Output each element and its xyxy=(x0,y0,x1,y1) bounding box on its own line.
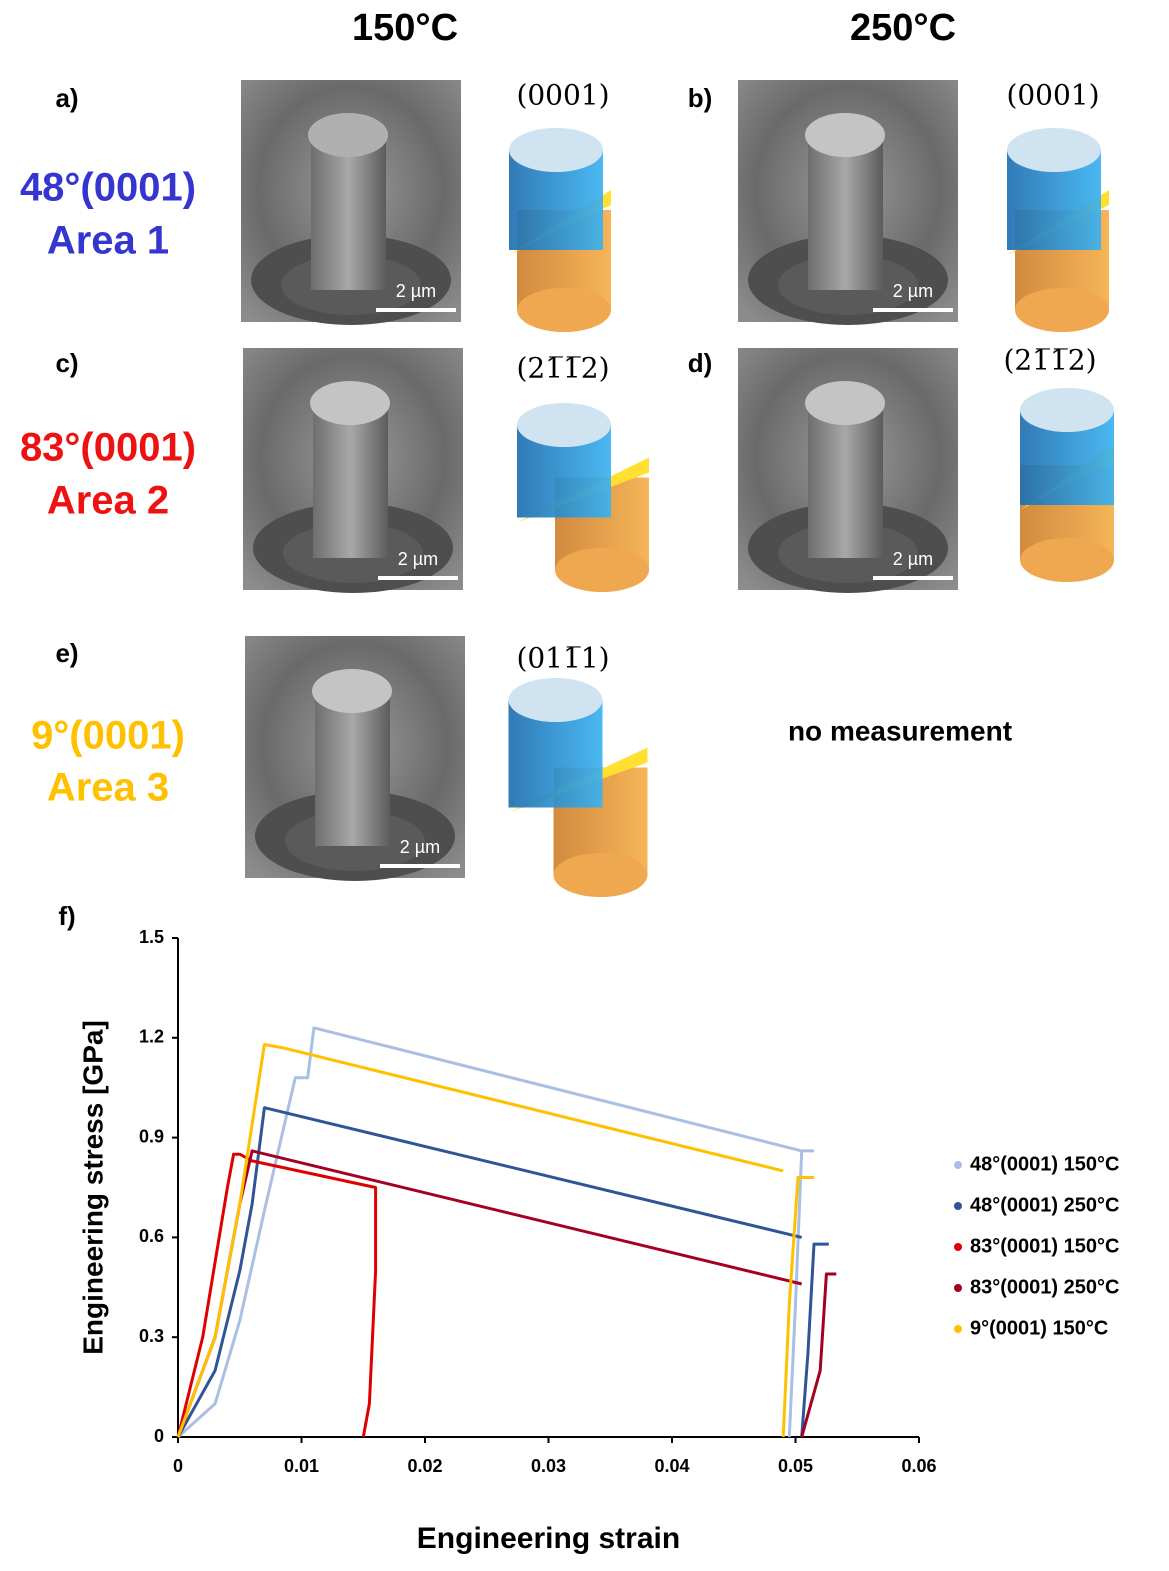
series-line xyxy=(178,1028,814,1437)
x-tick-label: 0.04 xyxy=(654,1456,689,1476)
column-title: 250°C xyxy=(850,7,956,49)
sem-pillar xyxy=(808,135,883,290)
upper-end xyxy=(1020,388,1114,432)
scale-bar-label: 2 µm xyxy=(398,549,438,569)
panel-letter: a) xyxy=(55,83,78,113)
scale-bar-label: 2 µm xyxy=(396,281,436,301)
panel-letter: f) xyxy=(58,901,75,931)
row-area: Area 3 xyxy=(47,766,169,810)
legend-label: 9°(0001) 150°C xyxy=(970,1317,1108,1339)
column-title: 150°C xyxy=(352,7,458,49)
legend-label: 83°(0001) 150°C xyxy=(970,1235,1119,1257)
crystal-cylinder xyxy=(1020,388,1114,582)
crystal-cylinder xyxy=(509,678,648,897)
legend-label: 48°(0001) 150°C xyxy=(970,1153,1119,1175)
legend-marker xyxy=(954,1202,962,1210)
x-tick-label: 0.01 xyxy=(284,1456,319,1476)
sem-pillar xyxy=(315,691,390,846)
row-label: 48°(0001) xyxy=(20,166,196,210)
scale-bar-label: 2 µm xyxy=(893,549,933,569)
plane-label: (011̅1) xyxy=(516,642,609,675)
series-line xyxy=(178,1154,376,1437)
lower-end xyxy=(1015,288,1109,332)
y-tick-label: 0.9 xyxy=(139,1126,164,1146)
x-tick-label: 0 xyxy=(173,1456,183,1476)
figure: 150°C 250°C 48°(0001) Area 1 83°(0001) Area 2… xyxy=(0,0,1169,1571)
y-tick-label: 0.3 xyxy=(139,1326,164,1346)
y-tick-label: 0 xyxy=(154,1426,164,1446)
legend-label: 48°(0001) 250°C xyxy=(970,1194,1119,1216)
panel-letter: c) xyxy=(55,348,78,378)
panel-letter: b) xyxy=(688,83,713,113)
sem-image: 2 µm xyxy=(245,636,465,881)
x-tick-label: 0.06 xyxy=(901,1456,936,1476)
panel-letter: e) xyxy=(55,638,78,668)
sem-pillar-top xyxy=(805,381,885,425)
sem-pillar-top xyxy=(308,113,388,157)
sem-pillar-top xyxy=(312,669,392,713)
upper-end xyxy=(517,403,611,447)
legend-marker xyxy=(954,1161,962,1169)
plane-label: (21̅1̅2) xyxy=(1003,344,1096,377)
x-tick-label: 0.03 xyxy=(531,1456,566,1476)
scale-bar-label: 2 µm xyxy=(400,837,440,857)
crystal-cylinder xyxy=(517,403,649,592)
legend-marker xyxy=(954,1325,962,1333)
row-area: Area 2 xyxy=(47,479,169,523)
upper-end xyxy=(1007,128,1101,172)
sem-pillar xyxy=(313,403,388,558)
crystal-cylinder xyxy=(509,128,611,332)
plane-label: (21̅1̅2) xyxy=(516,352,609,385)
row-label: 83°(0001) xyxy=(20,426,196,470)
series-line xyxy=(178,1151,836,1437)
scale-bar-label: 2 µm xyxy=(893,281,933,301)
lower-end xyxy=(517,288,611,332)
sem-pillar xyxy=(311,135,386,290)
plane-label: (0001) xyxy=(1006,79,1099,112)
sem-image: 2 µm xyxy=(241,80,461,325)
legend-label: 83°(0001) 250°C xyxy=(970,1276,1119,1298)
upper-end xyxy=(509,678,603,722)
y-tick-label: 1.2 xyxy=(139,1027,164,1047)
upper-end xyxy=(509,128,603,172)
crystal-cylinder xyxy=(1007,128,1109,332)
no-measurement: no measurement xyxy=(788,715,1012,746)
y-axis-title: Engineering stress [GPa] xyxy=(77,1020,108,1355)
y-tick-label: 0.6 xyxy=(139,1226,164,1246)
lower-end xyxy=(554,853,648,897)
sem-pillar-top xyxy=(310,381,390,425)
x-axis-title: Engineering strain xyxy=(417,1522,680,1555)
series-line xyxy=(178,1045,814,1438)
legend-marker xyxy=(954,1284,962,1292)
sem-image: 2 µm xyxy=(738,348,958,593)
legend-marker xyxy=(954,1243,962,1251)
sem-pillar-top xyxy=(805,113,885,157)
row-label: 9°(0001) xyxy=(31,714,185,758)
sem-image: 2 µm xyxy=(243,348,463,593)
x-tick-label: 0.02 xyxy=(407,1456,442,1476)
x-tick-label: 0.05 xyxy=(778,1456,813,1476)
y-tick-label: 1.5 xyxy=(139,927,164,947)
lower-end xyxy=(555,548,649,592)
plane-label: (0001) xyxy=(516,79,609,112)
row-area: Area 1 xyxy=(47,219,169,263)
sem-pillar xyxy=(808,403,883,558)
lower-end xyxy=(1020,538,1114,582)
panel-letter: d) xyxy=(688,348,713,378)
sem-image: 2 µm xyxy=(738,80,958,325)
